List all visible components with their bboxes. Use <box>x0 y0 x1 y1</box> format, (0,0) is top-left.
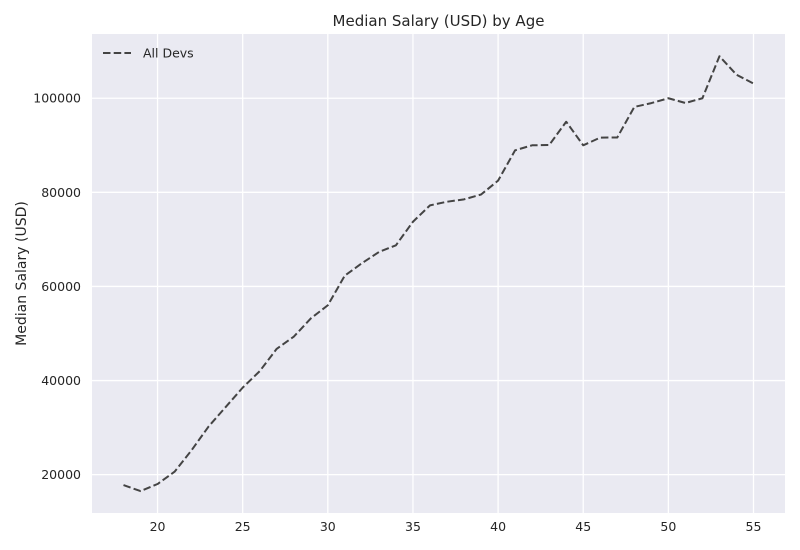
x-tick-label: 50 <box>660 519 676 534</box>
y-tick-label: 100000 <box>33 91 81 106</box>
x-tick-label: 55 <box>746 519 762 534</box>
series-line-all-devs <box>123 55 754 493</box>
x-tick-label: 35 <box>405 519 421 534</box>
series <box>123 55 754 493</box>
x-tick-label: 25 <box>235 519 251 534</box>
x-tick-label: 45 <box>575 519 591 534</box>
y-tick-label: 80000 <box>41 185 81 200</box>
y-tick-label: 20000 <box>41 467 81 482</box>
x-tick-label: 20 <box>150 519 166 534</box>
y-tick-label: 60000 <box>41 279 81 294</box>
legend-label: All Devs <box>143 46 194 61</box>
plot-area <box>92 34 785 513</box>
x-tick-label: 40 <box>490 519 506 534</box>
legend: All Devs <box>103 46 194 61</box>
chart-title: Median Salary (USD) by Age <box>333 12 545 30</box>
y-tick-label: 40000 <box>41 373 81 388</box>
x-tick-label: 30 <box>320 519 336 534</box>
y-axis-label: Median Salary (USD) <box>14 201 30 346</box>
tick-labels: 20 25 30 35 40 45 50 55 20000 40000 60000 80000 1000… <box>33 91 761 534</box>
